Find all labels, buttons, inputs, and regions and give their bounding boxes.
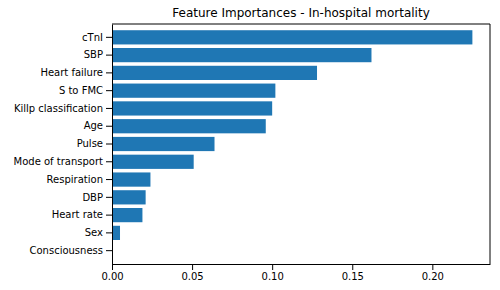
y-axis-line xyxy=(112,25,113,265)
y-tick-mark xyxy=(106,144,112,145)
y-tick: Pulse xyxy=(77,138,112,149)
y-tick-mark xyxy=(106,250,112,251)
x-tick: 0.20 xyxy=(422,264,444,282)
y-tick: Respiration xyxy=(47,174,112,185)
bar xyxy=(112,30,472,44)
y-tick: Sex xyxy=(85,227,112,238)
title: Feature Importances - In-hospital mortal… xyxy=(172,6,429,20)
y-tick-mark xyxy=(106,232,112,233)
y-tick-label: SBP xyxy=(84,49,103,60)
y-tick: S to FMC xyxy=(59,85,112,96)
y-tick-mark xyxy=(106,215,112,216)
y-tick-mark xyxy=(106,126,112,127)
y-tick: Killp classification xyxy=(14,103,112,114)
x-tick-mark xyxy=(352,264,353,270)
x-tick-mark xyxy=(112,264,113,270)
y-tick-mark xyxy=(106,161,112,162)
y-tick-label: cTnI xyxy=(82,32,103,43)
bar xyxy=(112,119,266,133)
bar xyxy=(112,101,272,115)
x-tick: 0.15 xyxy=(342,264,364,282)
y-tick-label: Respiration xyxy=(47,174,103,185)
y-tick-label: Mode of transport xyxy=(14,156,104,167)
bar xyxy=(112,190,146,204)
x-tick: 0.00 xyxy=(101,264,123,282)
y-axis: cTnI SBP Heart failure S to FMC Killp classi… xyxy=(14,25,113,265)
y-tick: Age xyxy=(84,120,112,131)
chart: 0.00 0.05 0.10 0.15 0.20 cTnI SBP Heart failure… xyxy=(0,0,500,290)
y-tick-mark xyxy=(106,55,112,56)
y-tick-label: S to FMC xyxy=(59,85,103,96)
y-tick-label: Sex xyxy=(85,227,103,238)
bar xyxy=(112,137,215,151)
y-tick-label: Age xyxy=(84,120,103,131)
x-tick-label: 0.15 xyxy=(342,271,364,282)
bar xyxy=(112,208,142,222)
y-tick-mark xyxy=(106,108,112,109)
y-tick-mark xyxy=(106,37,112,38)
y-tick: Heart rate xyxy=(52,209,112,220)
y-tick: DBP xyxy=(82,192,112,203)
x-tick-label: 0.00 xyxy=(101,271,123,282)
x-axis: 0.00 0.05 0.10 0.15 0.20 xyxy=(101,264,490,282)
y-tick-label: Heart rate xyxy=(52,209,103,220)
y-tick-label: Heart failure xyxy=(40,67,103,78)
plot: 0.00 0.05 0.10 0.15 0.20 cTnI SBP Heart failure… xyxy=(14,24,491,282)
y-tick-label: Killp classification xyxy=(14,103,103,114)
y-tick-label: Consciousness xyxy=(29,245,103,256)
bar xyxy=(112,172,150,186)
y-tick-mark xyxy=(106,179,112,180)
y-tick-mark xyxy=(106,197,112,198)
x-tick: 0.05 xyxy=(181,264,203,282)
x-tick-label: 0.10 xyxy=(262,271,284,282)
x-tick: 0.10 xyxy=(262,264,284,282)
y-tick: SBP xyxy=(84,49,112,60)
y-tick-label: Pulse xyxy=(77,138,103,149)
x-axis-line xyxy=(113,264,491,265)
bar xyxy=(112,155,194,169)
x-tick-mark xyxy=(432,264,433,270)
bar xyxy=(112,66,317,80)
bar xyxy=(112,84,275,98)
y-tick: cTnI xyxy=(82,32,112,43)
frame-right xyxy=(490,24,491,264)
y-tick-mark xyxy=(106,90,112,91)
y-tick: Mode of transport xyxy=(14,156,112,167)
x-tick-mark xyxy=(192,264,193,270)
bar xyxy=(112,226,120,240)
y-tick: Consciousness xyxy=(29,245,112,256)
bar xyxy=(112,48,371,62)
y-tick-label: DBP xyxy=(82,192,103,203)
frame-top xyxy=(112,24,490,25)
x-tick-label: 0.05 xyxy=(181,271,203,282)
y-tick-mark xyxy=(106,72,112,73)
bars xyxy=(112,30,472,240)
x-tick-label: 0.20 xyxy=(422,271,444,282)
x-tick-mark xyxy=(272,264,273,270)
y-tick: Heart failure xyxy=(40,67,112,78)
